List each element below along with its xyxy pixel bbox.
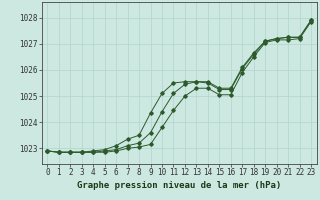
- X-axis label: Graphe pression niveau de la mer (hPa): Graphe pression niveau de la mer (hPa): [77, 181, 281, 190]
